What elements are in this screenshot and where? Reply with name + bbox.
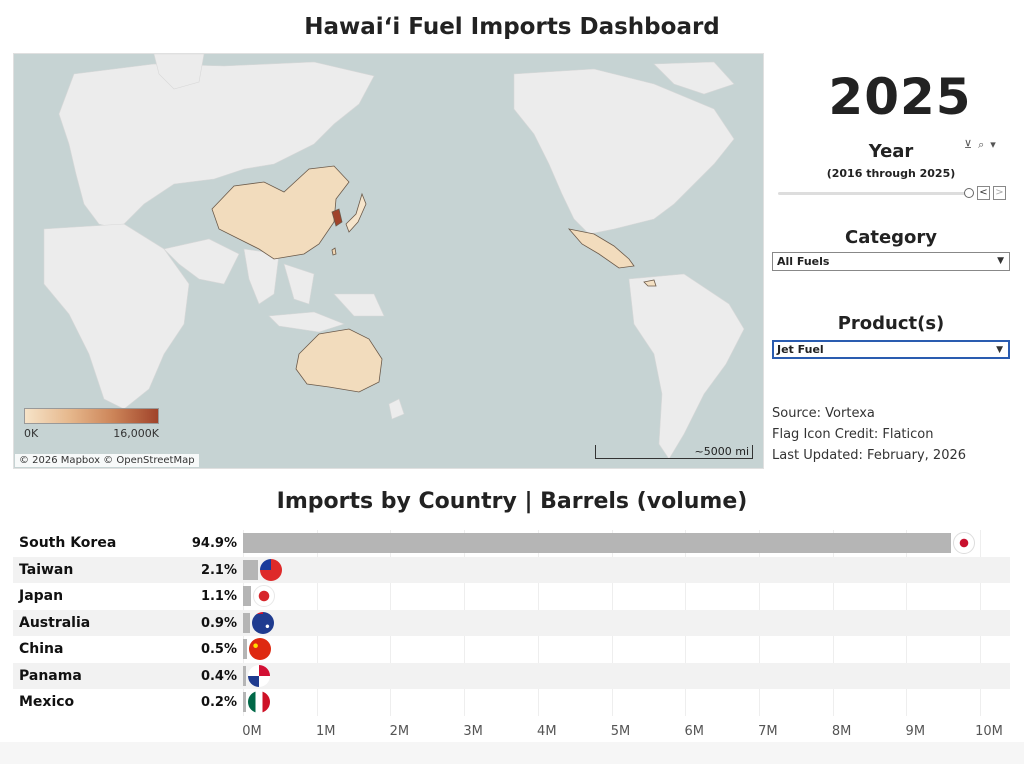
year-slider-track[interactable] [778, 192, 966, 195]
map-attribution[interactable]: © 2026 Mapbox © OpenStreetMap [15, 454, 199, 467]
bar-category-label: China [19, 641, 64, 657]
year-next-button[interactable]: > [993, 186, 1006, 200]
year-slider-handle[interactable] [964, 188, 974, 198]
legend-min-label: 0K [24, 427, 39, 440]
bar-percent-label: 0.2% [200, 695, 237, 710]
x-axis-tick-label: 8M [831, 724, 852, 739]
footer-strip [0, 742, 1024, 764]
flag-japan-icon [253, 585, 276, 607]
bar-category-label: Taiwan [19, 561, 74, 578]
flag-china-icon [248, 638, 271, 660]
bar-japan[interactable] [243, 586, 252, 606]
map-country-mexico [567, 228, 635, 269]
bar-percent-label: 2.1% [200, 562, 237, 578]
bar-percent-label: 0.5% [200, 642, 237, 657]
bar-taiwan[interactable] [243, 559, 259, 580]
product-dropdown-value: Jet Fuel [777, 343, 824, 356]
bar-category-label: South Korea [19, 535, 117, 551]
map-country-panama [643, 279, 657, 287]
last-updated: Last Updated: February, 2026 [772, 448, 967, 463]
bar-south-korea[interactable] [243, 533, 951, 553]
bar-australia[interactable] [243, 612, 250, 633]
year-prev-button[interactable]: < [977, 186, 990, 200]
x-axis-tick-label: 2M [389, 724, 410, 739]
credits-block: Source: Vortexa Flag Icon Credit: Flatic… [772, 403, 966, 466]
map-country-china [211, 165, 350, 260]
chevron-down-icon: ▼ [996, 345, 1003, 355]
selected-year-display: 2025 [828, 68, 972, 126]
chart-title: Imports by Country | Barrels (volume) [276, 489, 748, 514]
bar-percent-label: 0.9% [200, 615, 237, 631]
product-dropdown[interactable]: Jet Fuel ▼ [772, 340, 1010, 359]
bar-category-label: Mexico [19, 694, 75, 710]
x-axis-tick-label: 0M [242, 724, 262, 739]
category-dropdown[interactable]: All Fuels ▼ [772, 252, 1010, 271]
chevron-down-icon[interactable]: ▾ [990, 138, 996, 151]
bar-category-label: Panama [19, 667, 82, 684]
year-filter-heading: Year [868, 141, 914, 162]
bar-mexico[interactable] [243, 692, 246, 712]
bar-percent-label: 94.9% [191, 536, 237, 551]
dashboard-title: Hawaiʻi Fuel Imports Dashboard [304, 14, 720, 40]
legend-max-label: 16,000K [113, 427, 159, 440]
chevron-down-icon: ▼ [997, 256, 1004, 266]
bar-category-label: Japan [19, 588, 64, 604]
imports-bar-chart: 0M 1M 2M 3M 4M 5M 6M 7M 8M 9M 10M South Korea 94.9% T… [0, 528, 1024, 764]
legend-gradient [24, 408, 159, 424]
map-color-legend: 0K 16,000K [24, 408, 174, 440]
bar-category-label: Australia [19, 614, 91, 631]
flag-panama-icon [248, 664, 270, 687]
map-scale-bar: ~5000 mi [595, 445, 753, 459]
source-credit: Source: Vortexa [772, 406, 875, 421]
flag-australia-icon [251, 611, 274, 634]
x-axis-tick-label: 1M [315, 724, 336, 739]
flag-south-korea-icon [952, 532, 975, 554]
bar-percent-label: 1.1% [200, 589, 237, 604]
flag-taiwan-icon [260, 558, 283, 581]
map-country-australia [295, 328, 383, 393]
x-axis-tick-label: 9M [905, 724, 926, 739]
category-dropdown-value: All Fuels [777, 255, 830, 268]
map-country-taiwan [331, 247, 337, 256]
year-range-note: (2016 through 2025) [826, 167, 956, 180]
bar-percent-label: 0.4% [200, 668, 237, 684]
year-filter-controls: ⊻ ⌕ ▾ [964, 138, 996, 152]
product-filter-heading: Product(s) [837, 313, 945, 334]
flag-icon-credit: Flag Icon Credit: Flaticon [772, 427, 934, 442]
chart-row-band [13, 662, 1010, 689]
x-axis-tick-label: 4M [537, 724, 557, 739]
x-axis-tick-label: 5M [610, 724, 631, 739]
flag-mexico-icon [248, 691, 270, 713]
x-axis-tick-label: 3M [463, 724, 483, 739]
chart-row-band [13, 609, 1010, 636]
bar-china[interactable] [243, 639, 247, 659]
x-axis-tick-label: 6M [684, 724, 704, 739]
category-filter-heading: Category [844, 227, 938, 248]
bar-panama[interactable] [243, 665, 246, 686]
search-icon[interactable]: ⌕ [978, 138, 985, 151]
map-country-south-korea [331, 208, 343, 227]
x-axis-tick-label: 10M [975, 724, 1003, 739]
x-axis-tick-label: 7M [758, 724, 778, 739]
map-canvas [43, 54, 745, 460]
chart-row-band [13, 556, 1010, 583]
map-country-japan [345, 192, 367, 233]
clear-filter-icon[interactable]: ⊻ [964, 138, 973, 151]
world-map[interactable]: 0K 16,000K © 2026 Mapbox © OpenStreetMap… [13, 53, 764, 469]
